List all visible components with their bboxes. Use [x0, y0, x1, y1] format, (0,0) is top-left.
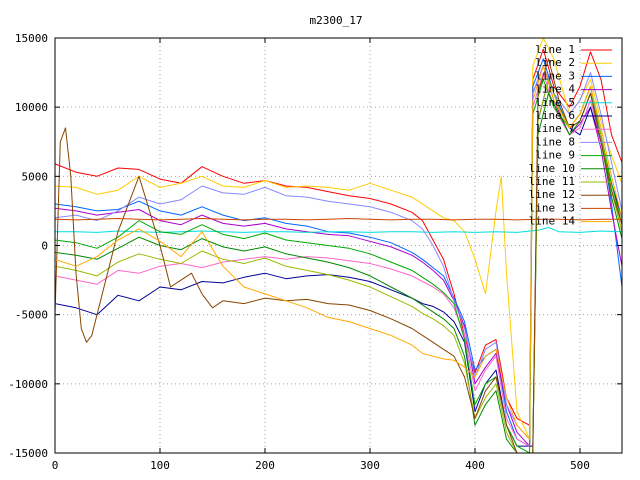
- y-tick-label: -10000: [8, 378, 48, 391]
- series-line-13: [55, 218, 622, 221]
- series-line-11: [55, 79, 622, 453]
- y-tick-label: 10000: [15, 101, 48, 114]
- y-tick-label: 15000: [15, 32, 48, 45]
- legend-label: line 10: [529, 162, 575, 175]
- legend-label: line 12: [529, 188, 575, 201]
- y-tick-label: -15000: [8, 447, 48, 460]
- legend-label: line 14: [529, 215, 576, 228]
- legend-label: line 9: [535, 149, 575, 162]
- legend-label: line 2: [535, 56, 575, 69]
- y-tick-label: 0: [41, 240, 48, 253]
- x-tick-label: 300: [360, 459, 380, 472]
- legend-label: line 8: [535, 135, 575, 148]
- y-tick-label: 5000: [22, 170, 49, 183]
- x-tick-label: 0: [52, 459, 59, 472]
- legend-label: line 11: [529, 175, 575, 188]
- legend-label: line 5: [535, 96, 575, 109]
- series-line-2: [55, 38, 622, 440]
- series-line-12: [55, 58, 622, 453]
- y-tick-label: -5000: [15, 309, 48, 322]
- legend-label: line 6: [535, 109, 575, 122]
- series-lines: [55, 38, 622, 453]
- grid-lines: [55, 38, 622, 453]
- y-axis: -15000 -10000 -5000 0 5000 10000 15000: [8, 32, 622, 460]
- legend-label: line 4: [535, 83, 575, 96]
- x-tick-label: 200: [255, 459, 275, 472]
- x-tick-label: 400: [465, 459, 485, 472]
- legend-label: line 3: [535, 69, 575, 82]
- x-tick-label: 500: [570, 459, 590, 472]
- series-line-10: [55, 92, 622, 453]
- series-line-5: [55, 227, 622, 233]
- x-axis: 0 100 200 300 400 500: [52, 38, 590, 472]
- series-line-14: [55, 65, 622, 440]
- legend-label: line 7: [535, 122, 575, 135]
- chart-title: m2300_17: [310, 14, 363, 27]
- x-tick-label: 100: [150, 459, 170, 472]
- legend-label: line 13: [529, 201, 575, 214]
- series-line-1: [55, 48, 622, 426]
- legend-label: line 1: [535, 43, 575, 56]
- series-line-9: [55, 79, 622, 453]
